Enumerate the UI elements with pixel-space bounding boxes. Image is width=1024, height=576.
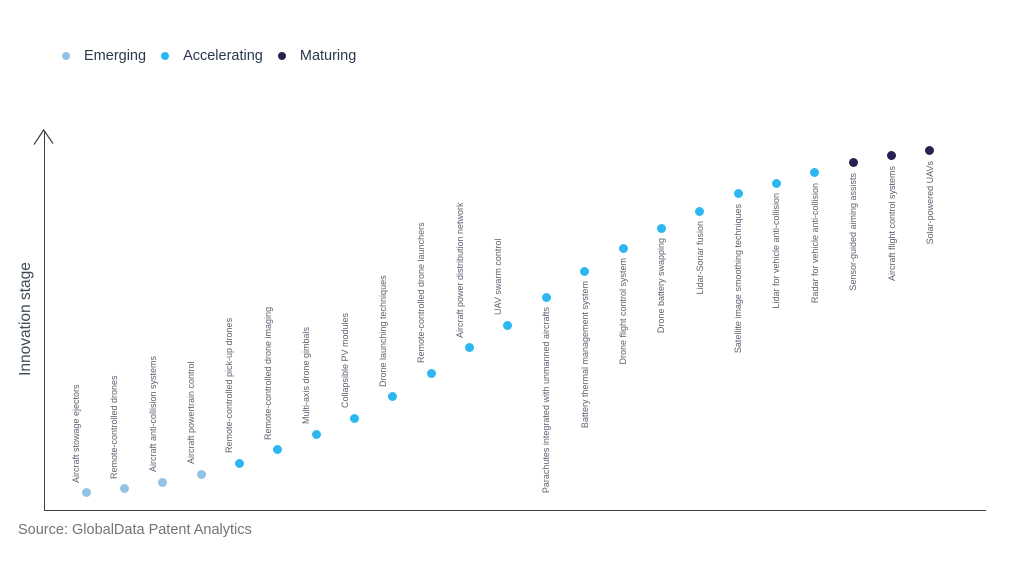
data-point-label: Battery thermal management system — [579, 281, 590, 429]
data-point-label: Parachutes integrated with unmanned airc… — [541, 307, 552, 494]
data-point — [426, 368, 436, 378]
data-point — [810, 168, 820, 178]
data-point-label: Collapsible PV modules — [339, 313, 350, 409]
data-point — [81, 488, 91, 498]
data-point-label: UAV swarm control — [492, 238, 503, 316]
legend-item-accelerating: Accelerating — [161, 48, 263, 64]
data-point — [925, 146, 935, 156]
data-point — [695, 206, 705, 216]
data-point-label: Remote-controlled drones — [109, 375, 120, 479]
data-point-label: Drone launching techniques — [377, 275, 388, 387]
data-point-label: Aircraft flight control systems — [886, 165, 897, 281]
data-point — [848, 158, 858, 168]
data-point-label: Solar-powered UAVs — [924, 160, 935, 245]
data-point-label: Multi-axis drone gimbals — [301, 326, 312, 425]
data-point-label: Lidar for vehicle anti-collision — [771, 193, 782, 309]
data-point-label: Aircraft anti-collision systems — [147, 355, 158, 473]
data-point-label: Sensor-guided aiming assists — [848, 172, 859, 291]
data-point — [656, 223, 666, 233]
source-note: Source: GlobalData Patent Analytics — [18, 522, 252, 538]
data-point — [465, 343, 475, 353]
data-point-label: Aircraft stowage ejectors — [71, 384, 81, 483]
data-point — [234, 458, 244, 468]
data-point — [580, 266, 590, 276]
data-point — [541, 292, 551, 302]
data-point — [158, 477, 168, 487]
data-point-label: Remote-controlled drone launchers — [416, 222, 427, 364]
data-point-label: Radar for vehicle anti-collision — [809, 182, 820, 303]
data-point — [771, 178, 781, 188]
data-point — [618, 243, 628, 253]
legend-item-maturing: Maturing — [277, 48, 357, 64]
y-axis-line — [43, 132, 45, 510]
data-point-label: Satellite image smoothing techniques — [733, 203, 744, 354]
data-point-label: Lidar-Sonar fusion — [694, 221, 705, 295]
legend-dot-icon — [277, 52, 286, 60]
data-point — [119, 484, 129, 494]
y-axis-arrow-icon — [33, 128, 54, 145]
data-point-label: Aircraft powertrain control — [186, 361, 197, 465]
data-point — [733, 189, 743, 199]
legend-dot-icon — [62, 52, 70, 60]
data-point — [388, 392, 398, 402]
data-point-label: Drone battery swapping — [656, 238, 667, 334]
x-axis-line — [43, 510, 986, 511]
legend-label: Emerging — [84, 48, 147, 64]
data-point — [311, 429, 321, 439]
data-point-label: Aircraft power distribution network — [454, 202, 465, 338]
data-point — [887, 151, 897, 161]
legend: Emerging Accelerating Maturing — [62, 48, 356, 64]
data-point — [350, 413, 360, 423]
data-point — [273, 445, 283, 455]
data-point-label: Drone flight control system — [618, 258, 629, 365]
data-point — [503, 320, 513, 330]
data-point-label: Remote-controlled drone imaging — [262, 306, 273, 440]
legend-label: Maturing — [299, 48, 357, 64]
legend-item-emerging: Emerging — [62, 48, 146, 64]
data-point-label: Remote-controlled pick-up drones — [224, 318, 235, 454]
legend-label: Accelerating — [183, 48, 263, 64]
data-point — [196, 469, 206, 479]
legend-dot-icon — [161, 52, 170, 60]
